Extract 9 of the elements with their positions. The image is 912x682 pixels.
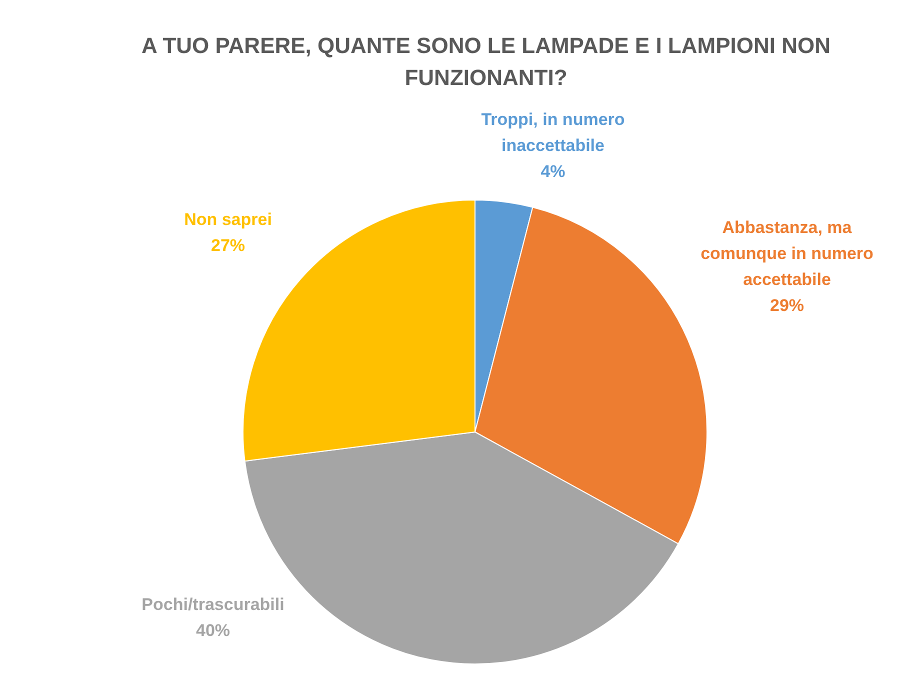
data-label: 29%	[770, 296, 804, 316]
slice-label: Non saprei	[184, 210, 272, 230]
data-label: 27%	[210, 236, 246, 256]
data-label: 40%	[196, 621, 230, 640]
slice-label: Pochi/trascurabili	[142, 595, 284, 614]
chart-title: A TUO PARERE, QUANTE SONO LE LAMPADE E I LAMPIONI NON FUNZIONANTI?	[140, 32, 832, 92]
slice-label: Abbastanza, ma comunque in numero accettabile	[700, 218, 874, 290]
data-label: 4%	[540, 162, 566, 182]
slice-label: Troppi, in numero inaccettabile	[481, 110, 625, 156]
